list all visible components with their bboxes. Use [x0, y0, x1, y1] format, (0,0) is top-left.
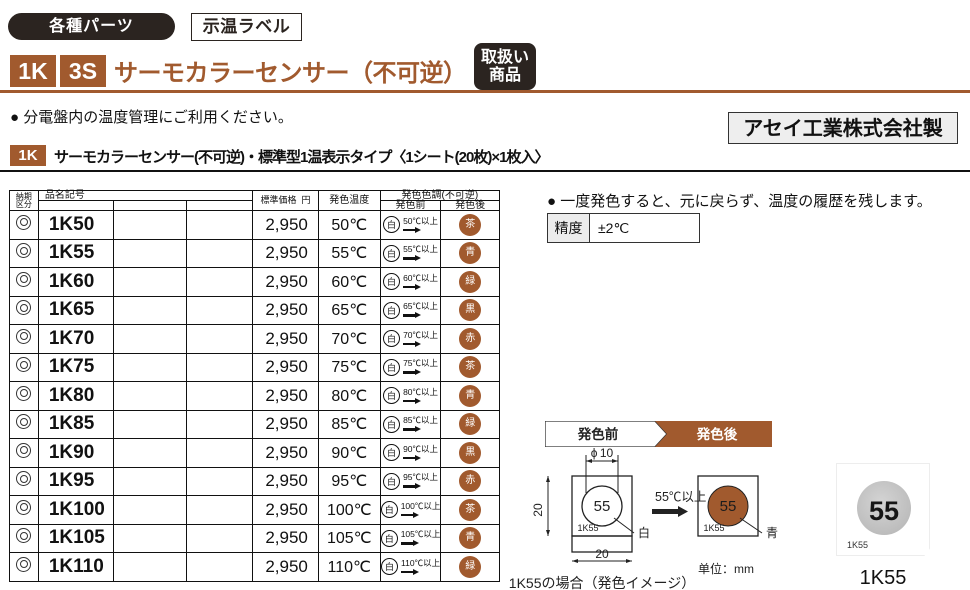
svg-text:ϕ 10: ϕ 10: [591, 446, 614, 460]
svg-text:1K55: 1K55: [577, 523, 598, 533]
svg-text:20: 20: [595, 547, 609, 561]
svg-text:青: 青: [766, 526, 778, 540]
svg-text:单位：mm: 单位：mm: [698, 561, 754, 576]
svg-text:白: 白: [638, 525, 650, 540]
svg-text:発色後: 発色後: [696, 426, 738, 442]
svg-text:発色前: 発色前: [577, 426, 619, 442]
svg-text:1K55の場合（発色イメージ）: 1K55の場合（発色イメージ）: [509, 575, 695, 590]
svg-text:55: 55: [594, 498, 611, 515]
svg-text:55℃以上: 55℃以上: [655, 490, 706, 504]
svg-text:1K55: 1K55: [703, 523, 724, 533]
svg-text:20: 20: [531, 503, 545, 517]
svg-text:55: 55: [720, 498, 737, 515]
